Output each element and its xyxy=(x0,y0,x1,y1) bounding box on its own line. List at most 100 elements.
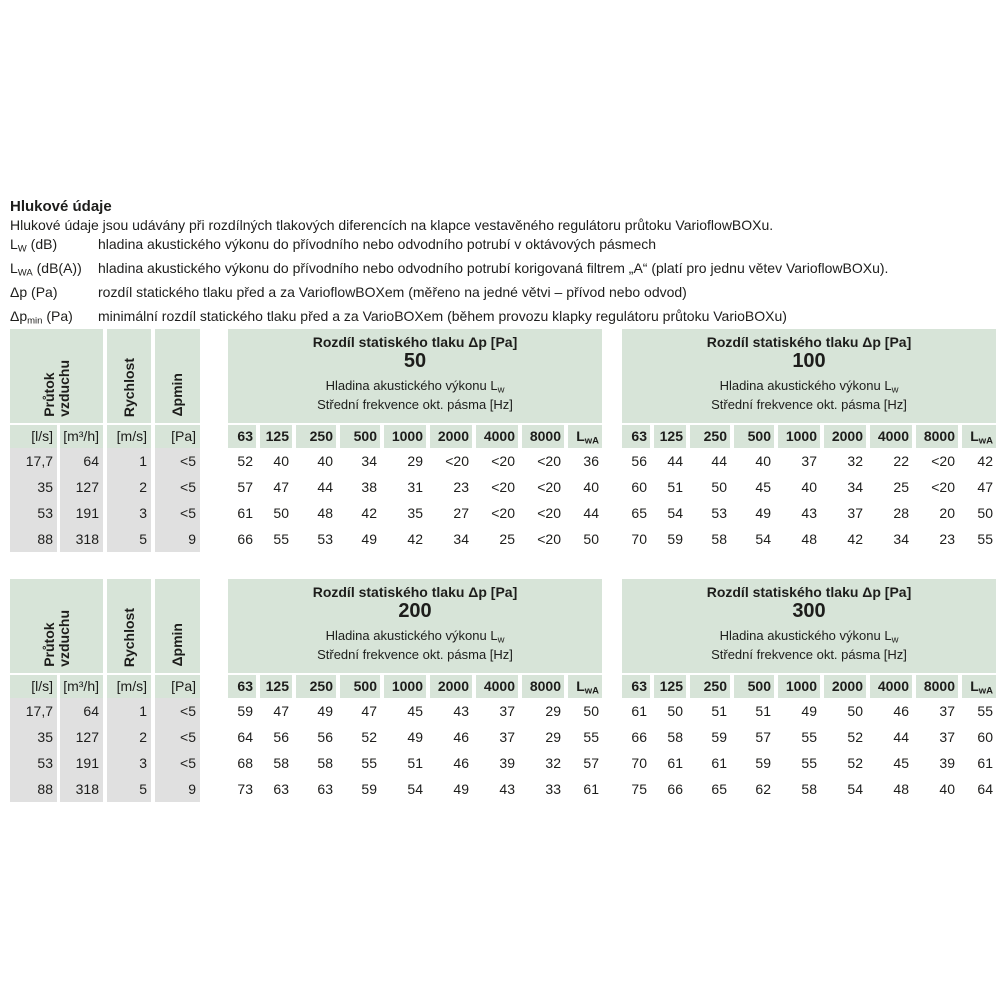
flow-value-cell: <5 xyxy=(155,698,200,724)
freq-header-cell: 250 xyxy=(296,675,336,698)
value-cell: 52 xyxy=(824,750,866,776)
dpmin-header: Δpmin xyxy=(155,579,200,673)
value-cell: 23 xyxy=(916,526,958,552)
value-cell: 55 xyxy=(260,526,292,552)
value-cell: 58 xyxy=(654,724,686,750)
value-cell: 32 xyxy=(824,448,866,474)
intro-text: Hlukové údaje jsou udávány při rozdílnýc… xyxy=(10,217,774,233)
airflow-group-header: Průtok vzduchu xyxy=(10,579,103,673)
value-cell: 44 xyxy=(654,448,686,474)
definition-text: minimální rozdíl statického tlaku před a… xyxy=(98,307,787,324)
flow-value-cell: 318 xyxy=(60,776,103,802)
freq-header-cell: 2000 xyxy=(824,425,866,448)
value-cell: 50 xyxy=(568,526,602,552)
dpmin-header: Δpmin xyxy=(155,329,200,423)
value-cell: 59 xyxy=(654,526,686,552)
flow-value-cell: 35 xyxy=(10,474,57,500)
table-row: 61 50 51 51 49 50 46 37 55 xyxy=(622,698,996,724)
table-row: 68 58 58 55 51 46 39 32 57 xyxy=(228,750,602,776)
table-header-panel: Rozdíl statiského tlaku Δp [Pa] 50 Hladi… xyxy=(228,329,602,423)
value-cell: 60 xyxy=(962,724,996,750)
value-cell: <20 xyxy=(522,448,564,474)
flow-value-cell: 17,7 xyxy=(10,698,57,724)
value-cell: 62 xyxy=(734,776,774,802)
unit-cell: [m³/h] xyxy=(60,425,103,448)
value-cell: 50 xyxy=(962,500,996,526)
value-cell: 49 xyxy=(296,698,336,724)
flow-value-cell: <5 xyxy=(155,500,200,526)
unit-cell: [Pa] xyxy=(155,675,200,698)
value-cell: 40 xyxy=(778,474,820,500)
value-cell: 43 xyxy=(476,776,518,802)
freq-header-cell: 63 xyxy=(228,675,256,698)
pressure-table-300: Rozdíl statiského tlaku Δp [Pa] 300 Hlad… xyxy=(622,579,996,802)
table-row: 70 59 58 54 48 42 34 23 55 xyxy=(622,526,996,552)
value-cell: 37 xyxy=(778,448,820,474)
value-cell: 23 xyxy=(430,474,472,500)
value-cell: 58 xyxy=(690,526,730,552)
freq-header-cell: 2000 xyxy=(430,425,472,448)
flow-value-cell: 191 xyxy=(60,500,103,526)
flow-value-cell: 191 xyxy=(60,750,103,776)
table-row: 61 50 48 42 35 27 <20 <20 44 xyxy=(228,500,602,526)
value-cell: 49 xyxy=(430,776,472,802)
table-title: Rozdíl statiského tlaku Δp [Pa] xyxy=(312,584,518,600)
value-cell: 61 xyxy=(962,750,996,776)
column-m3h: [m³/h] 64 127 191 318 xyxy=(60,425,103,552)
value-cell: 56 xyxy=(296,724,336,750)
value-cell: <20 xyxy=(430,448,472,474)
value-cell: 32 xyxy=(522,750,564,776)
freq-header-cell: 4000 xyxy=(476,675,518,698)
value-cell: 42 xyxy=(340,500,380,526)
value-cell: 27 xyxy=(430,500,472,526)
value-cell: 66 xyxy=(228,526,256,552)
value-cell: 64 xyxy=(962,776,996,802)
definition-text: hladina akustického výkonu do přívodního… xyxy=(98,235,657,252)
value-cell: 58 xyxy=(778,776,820,802)
value-cell: 57 xyxy=(734,724,774,750)
acoustic-notes-block: Hlukové údaje Hlukové údaje jsou udávány… xyxy=(10,197,996,331)
velocity-header: Rychlost xyxy=(107,329,151,423)
lwa-header-cell: LwA xyxy=(962,425,996,448)
table-row: 73 63 63 59 54 49 43 33 61 xyxy=(228,776,602,802)
unit-cell: [Pa] xyxy=(155,425,200,448)
flow-value-cell: 2 xyxy=(107,474,151,500)
table-body: 56 44 44 40 37 32 22 <20 42 60 51 50 45 40 34 25 <20 47 65… xyxy=(622,448,996,552)
freq-header-cell: 8000 xyxy=(522,425,564,448)
value-cell: 42 xyxy=(824,526,866,552)
value-cell: <20 xyxy=(476,448,518,474)
value-cell: 44 xyxy=(870,724,912,750)
value-cell: 47 xyxy=(260,474,292,500)
freq-header-cell: 4000 xyxy=(870,425,912,448)
value-cell: 51 xyxy=(654,474,686,500)
value-cell: 40 xyxy=(568,474,602,500)
freq-header-cell: 1000 xyxy=(778,675,820,698)
freq-header-cell: 2000 xyxy=(824,675,866,698)
table-subtitle-1: Hladina akustického výkonu Lw xyxy=(325,628,505,646)
value-cell: <20 xyxy=(476,474,518,500)
value-cell: 61 xyxy=(690,750,730,776)
table-row: 66 55 53 49 42 34 25 <20 50 xyxy=(228,526,602,552)
symbol-label: Δp (Pa) xyxy=(10,283,58,300)
freq-header-cell: 250 xyxy=(690,675,730,698)
freq-header-cell: 250 xyxy=(296,425,336,448)
table-subtitle-1: Hladina akustického výkonu Lw xyxy=(325,378,505,396)
freq-header-cell: 500 xyxy=(340,675,380,698)
value-cell: 44 xyxy=(296,474,336,500)
table-subtitle-2: Střední frekvence okt. pásma [Hz] xyxy=(711,397,907,412)
value-cell: 43 xyxy=(778,500,820,526)
frequency-header-row: 63 125 250 500 1000 2000 4000 8000 LwA xyxy=(622,675,996,698)
value-cell: 61 xyxy=(568,776,602,802)
value-cell: 73 xyxy=(228,776,256,802)
value-cell: 54 xyxy=(734,526,774,552)
unit-cell: [m/s] xyxy=(107,675,151,698)
value-cell: 55 xyxy=(962,526,996,552)
value-cell: 20 xyxy=(916,500,958,526)
pressure-table-50: Rozdíl statiského tlaku Δp [Pa] 50 Hladi… xyxy=(228,329,602,552)
table-subtitle-2: Střední frekvence okt. pásma [Hz] xyxy=(711,647,907,662)
value-cell: 29 xyxy=(384,448,426,474)
value-cell: 54 xyxy=(824,776,866,802)
freq-header-cell: 125 xyxy=(654,425,686,448)
